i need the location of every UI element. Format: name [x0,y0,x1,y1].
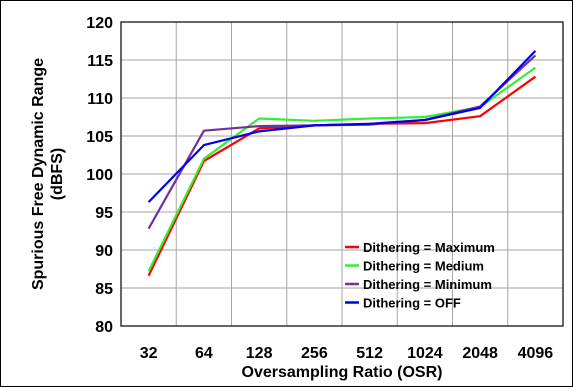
y-tick-label: 115 [87,53,113,70]
grid-lines [121,22,563,326]
y-tick-label: 100 [86,167,113,184]
legend: Dithering = Maximum Dithering = Medium Dit… [345,240,495,311]
y-tick-label: 120 [86,15,113,32]
x-tick-label: 4096 [518,345,554,362]
legend-label: Dithering = Minimum [363,277,492,292]
legend-label: Dithering = Medium [363,259,484,274]
x-tick-label: 64 [195,345,213,362]
legend-label: Dithering = OFF [363,296,461,311]
x-tick-label: 2048 [462,345,498,362]
x-tick-label: 32 [140,345,158,362]
x-tick-labels: 32 64 128 256 512 1024 2048 4096 [140,345,554,362]
series-layer [147,50,537,277]
y-tick-label: 105 [86,129,113,146]
x-tick-label: 1024 [407,345,443,362]
x-tick-label: 256 [301,345,328,362]
y-tick-label: 85 [95,281,113,298]
y-tick-labels: 80 85 90 95 100 105 110 115 120 [86,15,113,336]
y-tick-label: 80 [95,319,113,336]
y-axis-title: Spurious Free Dynamic Range [30,58,47,290]
x-axis-title: Oversampling Ratio (OSR) [242,364,443,381]
series-line [147,50,537,203]
y-axis-title-unit: (dBFS) [49,148,66,200]
legend-label: Dithering = Maximum [363,240,495,255]
y-tick-label: 95 [95,205,113,222]
x-tick-label: 128 [246,345,273,362]
y-tick-label: 90 [95,243,113,260]
x-tick-label: 512 [356,345,383,362]
plot-border [120,21,564,327]
y-tick-label: 110 [87,91,113,108]
